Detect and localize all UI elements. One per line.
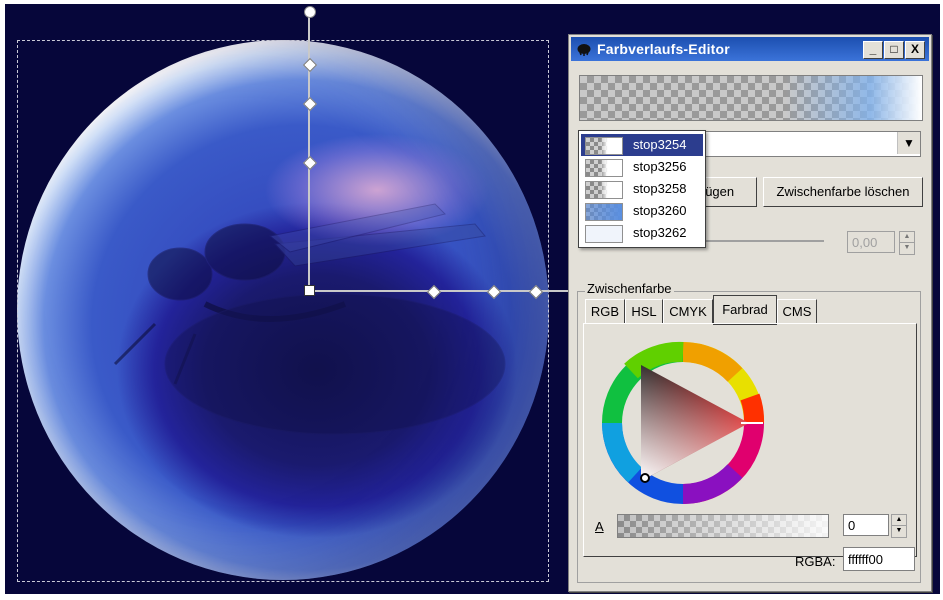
stop-swatch (585, 181, 623, 199)
tab-rgb[interactable]: RGB (585, 299, 625, 324)
list-item[interactable]: stop3262 (581, 222, 703, 244)
maximize-button[interactable]: □ (884, 41, 904, 59)
selection-bounding-box (17, 40, 549, 582)
tab-farbrad[interactable]: Farbrad (713, 295, 777, 325)
stop-name: stop3254 (633, 134, 687, 156)
delete-stop-button[interactable]: Zwischenfarbe löschen (763, 177, 923, 207)
gradient-vertical-line (308, 10, 310, 293)
frame-label: Zwischenfarbe (585, 281, 674, 296)
stop-swatch (585, 203, 623, 221)
stops-dropdown-list[interactable]: stop3254 stop3256 stop3258 stop3260 stop… (578, 130, 706, 248)
gradient-end-handle[interactable] (304, 6, 316, 18)
tab-hsl[interactable]: HSL (625, 299, 663, 324)
close-button[interactable]: X (905, 41, 925, 59)
stop-name: stop3260 (633, 200, 687, 222)
stop-swatch (585, 137, 623, 155)
color-wheel[interactable] (595, 335, 785, 510)
dialog-title: Farbverlaufs-Editor (597, 41, 730, 57)
chevron-down-icon[interactable]: ▼ (897, 132, 920, 154)
rgba-input[interactable]: ffffff00 (843, 547, 915, 571)
stop-name: stop3256 (633, 156, 687, 178)
gradient-preview (579, 75, 923, 121)
stop-name: stop3262 (633, 222, 687, 244)
stop-swatch (585, 225, 623, 243)
stop-name: stop3258 (633, 178, 687, 200)
inkscape-logo-icon (577, 42, 591, 56)
list-item[interactable]: stop3260 (581, 200, 703, 222)
dialog-titlebar[interactable]: Farbverlaufs-Editor _ □ X (571, 37, 929, 61)
list-item[interactable]: stop3258 (581, 178, 703, 200)
tab-cmyk[interactable]: CMYK (663, 299, 713, 324)
spin-down-icon[interactable]: ▼ (891, 525, 907, 538)
list-item[interactable]: stop3254 (581, 134, 703, 156)
stop-swatch (585, 159, 623, 177)
alpha-label: A (595, 519, 604, 534)
tab-cms[interactable]: CMS (777, 299, 817, 324)
color-picker-marker[interactable] (641, 474, 649, 482)
minimize-button[interactable]: _ (863, 41, 883, 59)
alpha-slider[interactable] (617, 514, 829, 538)
gradient-editor-dialog: Farbverlaufs-Editor _ □ X ▼ zufügen Zwis… (568, 34, 932, 592)
spin-down-icon[interactable]: ▼ (899, 242, 915, 255)
gradient-center-handle[interactable] (304, 285, 315, 296)
offset-input[interactable]: 0,00 (847, 231, 895, 253)
alpha-input[interactable]: 0 (843, 514, 889, 536)
offset-slider[interactable] (699, 240, 824, 242)
list-item[interactable]: stop3256 (581, 156, 703, 178)
rgba-label: RGBA: (795, 554, 835, 569)
